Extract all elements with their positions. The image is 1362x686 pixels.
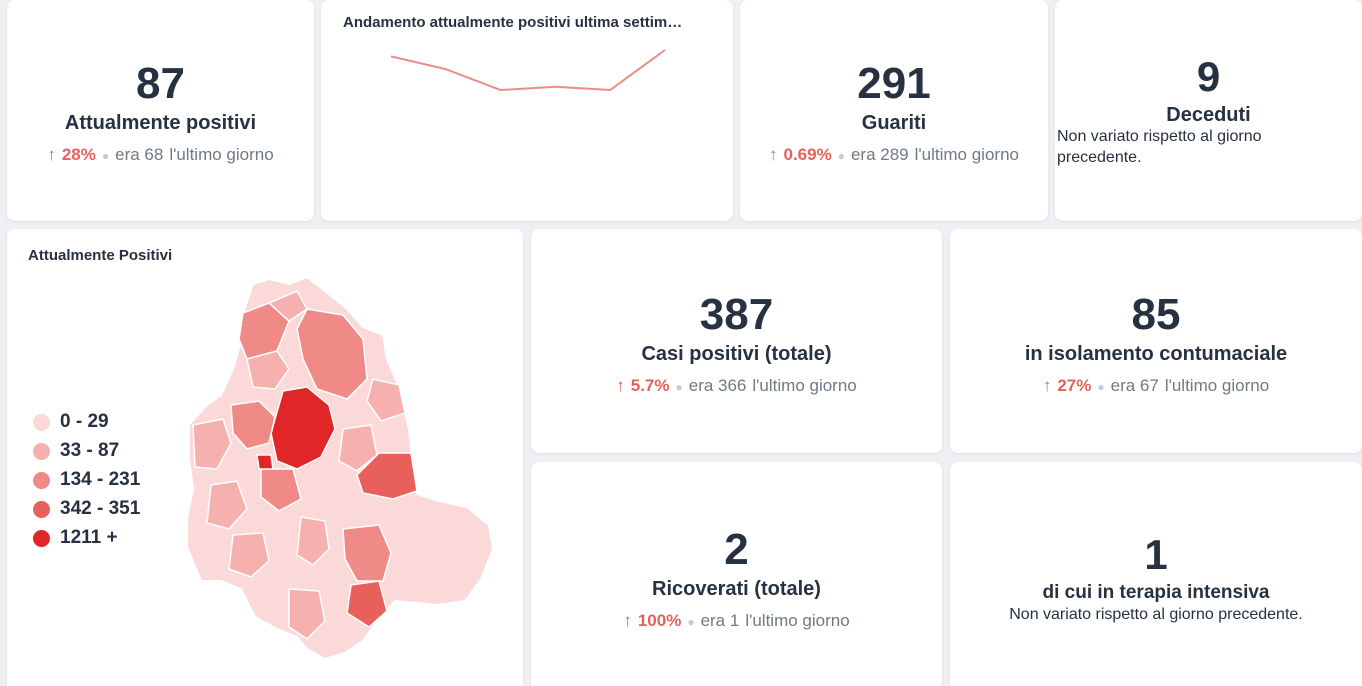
map-municipality[interactable] (356, 452, 418, 500)
map-municipality[interactable] (270, 386, 336, 470)
casi-totale-delta: ↑ 5.7% ● era 366 l'ultimo giorno (531, 376, 942, 396)
map-legend: 0 - 29 33 - 87 134 - 231 342 - 351 1211 … (33, 411, 140, 556)
deceduti-label: Deceduti (1166, 104, 1251, 126)
guariti-delta: ↑ 0.69% ● era 289 l'ultimo giorno (740, 145, 1048, 165)
separator-dot: ● (687, 614, 695, 629)
legend-swatch (33, 413, 50, 431)
guariti-value: 291 (857, 59, 931, 108)
legend-swatch (33, 471, 50, 489)
attualmente-positivi-value: 87 (136, 59, 185, 108)
delta-percentage: 28% (61, 145, 96, 164)
delta-percentage: 27% (1057, 376, 1092, 395)
legend-swatch (33, 442, 50, 460)
legend-item: 134 - 231 (33, 469, 140, 491)
delta-since: l'ultimo giorno (914, 145, 1019, 164)
up-arrow-icon: ↑ (769, 145, 778, 164)
isolamento-value: 85 (1131, 290, 1181, 339)
terapia-note: Non variato rispetto al giorno precedent… (1009, 606, 1303, 623)
map-title: Attualmente Positivi (28, 247, 173, 264)
delta-percentage: 100% (637, 611, 682, 630)
card-terapia-intensiva: 1 di cui in terapia intensiva Non variat… (950, 462, 1362, 686)
legend-item: 342 - 351 (33, 498, 140, 520)
ricoverati-label: Ricoverati (totale) (652, 578, 821, 600)
trend-chart-title: Andamento attualmente positivi ultima se… (343, 14, 683, 31)
up-arrow-icon: ↑ (616, 376, 625, 395)
legend-label: 134 - 231 (60, 469, 141, 490)
map-municipality[interactable] (256, 454, 274, 470)
map-municipality[interactable] (346, 580, 388, 628)
map-municipality[interactable] (296, 308, 368, 400)
map-municipality[interactable] (342, 524, 392, 582)
map-municipality[interactable] (230, 400, 276, 450)
casi-totale-label: Casi positivi (totale) (641, 343, 832, 365)
ricoverati-value: 2 (724, 525, 749, 574)
delta-since: l'ultimo giorno (169, 145, 274, 164)
delta-previous: era 68 (115, 145, 164, 164)
up-arrow-icon: ↑ (623, 611, 632, 630)
legend-item: 1211 + (33, 527, 140, 549)
map-municipality[interactable] (338, 424, 378, 472)
delta-previous: era 366 (688, 376, 747, 395)
separator-dot: ● (837, 148, 845, 163)
map-municipality[interactable] (296, 516, 330, 566)
map-municipality[interactable] (192, 418, 232, 470)
isolamento-label: in isolamento contumaciale (1024, 343, 1288, 365)
card-deceduti: 9 Deceduti Non variato rispetto al giorn… (1055, 0, 1362, 221)
map-municipality[interactable] (366, 378, 406, 422)
separator-dot: ● (1097, 379, 1105, 394)
legend-item: 0 - 29 (33, 411, 140, 433)
separator-dot: ● (101, 148, 110, 163)
deceduti-value: 9 (1196, 53, 1221, 100)
card-isolamento: 85 in isolamento contumaciale ↑ 27% ● era 6… (950, 229, 1362, 453)
delta-previous: era 67 (1110, 376, 1159, 395)
trend-sparkline (390, 49, 666, 92)
delta-percentage: 5.7% (630, 376, 670, 395)
card-guariti: 291 Guariti ↑ 0.69% ● era 289 l'ultimo giorn… (740, 0, 1048, 221)
map-municipality[interactable] (260, 468, 302, 512)
legend-swatch (33, 529, 50, 547)
card-attualmente-positivi: 87 Attualmente positivi ↑ 28% ● era 68 l'ult… (7, 0, 314, 221)
separator-dot: ● (675, 379, 683, 394)
legend-swatch (33, 500, 50, 518)
attualmente-positivi-label: Attualmente positivi (64, 112, 257, 134)
map-municipality[interactable] (246, 350, 290, 390)
up-arrow-icon: ↑ (47, 145, 56, 164)
attualmente-positivi-delta: ↑ 28% ● era 68 l'ultimo giorno (7, 145, 314, 165)
card-ricoverati: 2 Ricoverati (totale) ↑ 100% ● era 1 l'ultim… (531, 462, 942, 686)
ricoverati-delta: ↑ 100% ● era 1 l'ultimo giorno (531, 611, 942, 631)
map-municipality[interactable] (206, 480, 248, 530)
terapia-value: 1 (1144, 531, 1168, 578)
legend-label: 342 - 351 (60, 498, 141, 519)
delta-since: l'ultimo giorno (1164, 376, 1270, 395)
card-casi-positivi-totale: 387 Casi positivi (totale) ↑ 5.7% ● era 366… (531, 229, 942, 453)
legend-item: 33 - 87 (33, 440, 140, 462)
map-municipality[interactable] (288, 588, 326, 640)
legend-label: 0 - 29 (60, 411, 109, 432)
legend-label: 33 - 87 (60, 440, 120, 461)
up-arrow-icon: ↑ (1042, 376, 1052, 395)
map-municipality[interactable] (228, 532, 270, 578)
delta-since: l'ultimo giorno (745, 611, 850, 630)
card-map: Attualmente Positivi 0 - 29 33 - 87 134 … (7, 229, 523, 686)
legend-label: 1211 + (60, 527, 118, 548)
guariti-label: Guariti (861, 112, 927, 134)
deceduti-note: Non variato rispetto al giorno precedent… (1057, 128, 1262, 166)
isolamento-delta: ↑ 27% ● era 67 l'ultimo giorno (950, 376, 1362, 396)
umbria-choropleth-map[interactable] (7, 229, 523, 686)
trend-series-line (390, 49, 666, 92)
delta-since: l'ultimo giorno (752, 376, 857, 395)
delta-previous: era 1 (700, 611, 740, 630)
casi-totale-value: 387 (699, 290, 774, 339)
delta-previous: era 289 (850, 145, 909, 164)
card-trend-chart: Andamento attualmente positivi ultima se… (321, 0, 733, 221)
delta-percentage: 0.69% (783, 145, 832, 164)
terapia-label: di cui in terapia intensiva (1042, 582, 1270, 603)
